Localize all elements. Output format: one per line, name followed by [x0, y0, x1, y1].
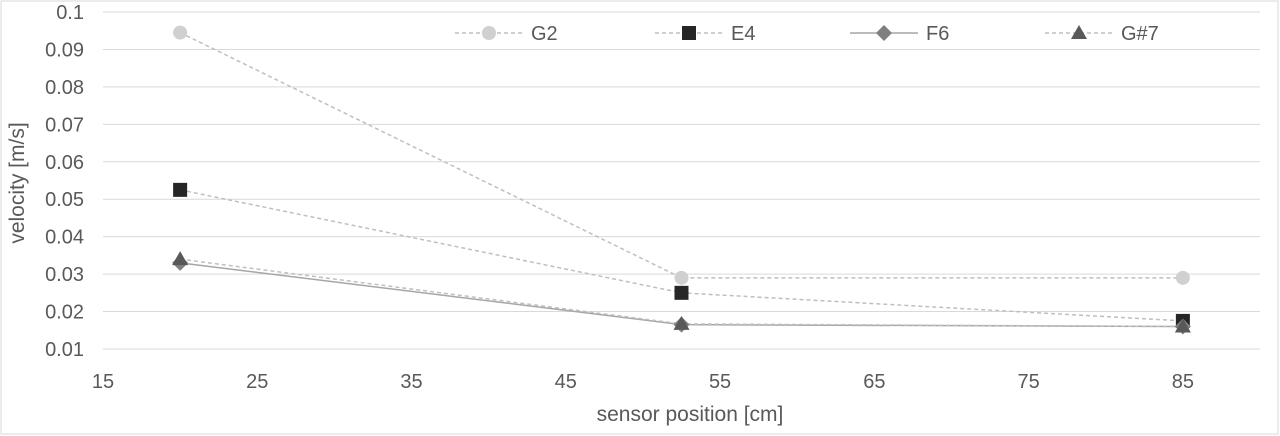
y-tick-label: 0.01 — [45, 339, 84, 361]
x-axis-title: sensor position [cm] — [597, 403, 784, 426]
y-tick-label: 0.07 — [45, 114, 84, 136]
data-point-e4 — [173, 182, 188, 197]
legend-label-g2: G2 — [531, 23, 558, 45]
y-tick-label: 0.06 — [45, 152, 84, 174]
legend-marker-gsharp7 — [1071, 25, 1087, 39]
legend-label-gsharp7: G#7 — [1121, 23, 1159, 45]
series-markers — [172, 25, 1191, 335]
series-line-g2 — [179, 31, 1183, 279]
x-tick-label: 65 — [863, 371, 885, 393]
y-tick-label: 0.04 — [45, 227, 84, 249]
x-tick-label: 55 — [709, 371, 731, 393]
data-point-gsharp7 — [172, 251, 189, 266]
data-point-e4 — [674, 285, 689, 300]
data-point-gsharp7 — [673, 315, 690, 330]
legend-label-e4: E4 — [731, 23, 755, 45]
y-tick-label: 0.1 — [56, 2, 84, 24]
y-tick-label: 0.05 — [45, 189, 84, 211]
x-tick-label: 15 — [92, 371, 114, 393]
y-axis-tick-labels: 0.01 0.02 0.03 0.04 0.05 0.06 0.07 0.08 0.09 0.1 — [45, 2, 84, 361]
data-point-g2 — [674, 270, 689, 285]
data-point-g2 — [173, 25, 188, 40]
x-tick-label: 75 — [1017, 371, 1039, 393]
gridlines — [103, 11, 1260, 350]
data-point-gsharp7 — [1174, 318, 1191, 333]
legend-label-f6: F6 — [926, 23, 949, 45]
y-axis-title: velocity [m/s] — [6, 122, 29, 243]
y-tick-label: 0.08 — [45, 77, 84, 99]
x-tick-label: 85 — [1172, 371, 1194, 393]
x-axis-tick-labels: 15 25 35 45 55 65 75 85 — [92, 371, 1194, 393]
x-tick-label: 25 — [246, 371, 268, 393]
legend-marker-g2 — [482, 26, 496, 40]
legend-marker-f6 — [876, 25, 892, 41]
legend: G2 E4 F6 G#7 — [455, 23, 1159, 45]
legend-marker-e4 — [682, 26, 696, 40]
x-tick-label: 45 — [555, 371, 577, 393]
y-tick-label: 0.03 — [45, 264, 84, 286]
x-tick-label: 35 — [400, 371, 422, 393]
y-tick-label: 0.02 — [45, 302, 84, 324]
y-tick-label: 0.09 — [45, 39, 84, 61]
data-point-g2 — [1175, 270, 1190, 285]
